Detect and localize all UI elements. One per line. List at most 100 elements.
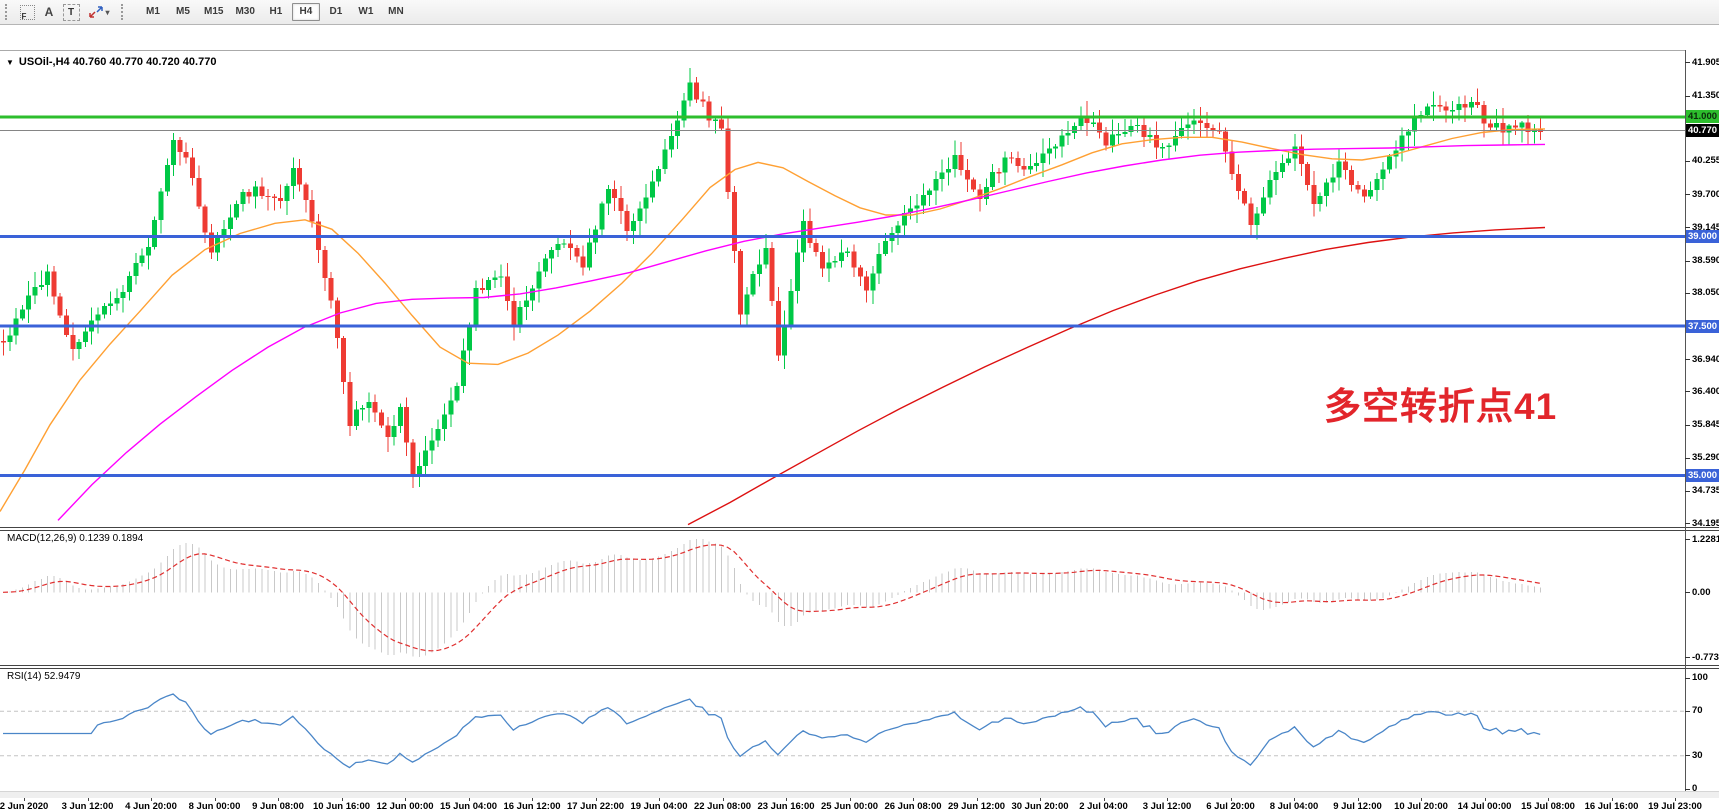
price-tick-label: 36.940 xyxy=(1692,353,1719,365)
time-axis-label: 16 Jun 12:00 xyxy=(503,801,561,812)
time-axis-label: 12 Jun 00:00 xyxy=(376,801,434,812)
fibonacci-tool-button[interactable]: F xyxy=(16,2,38,22)
rsi-axis-label: 30 xyxy=(1692,749,1703,761)
price-tick-label: 38.050 xyxy=(1692,287,1719,299)
price-tick-mark xyxy=(1685,62,1690,64)
rsi-panel-canvas[interactable] xyxy=(0,669,1686,797)
macd-axis-label: 1.2281 xyxy=(1692,534,1719,545)
price-tick-label: 39.145 xyxy=(1692,221,1719,233)
macd-indicator-label: MACD(12,26,9) 0.1239 0.1894 xyxy=(7,533,144,544)
top-toolbar: F A T ▾ M1 M5 M15 M30 H1 H4 D1 W1 MN xyxy=(0,0,1719,25)
timeframe-button-M15[interactable]: M15 xyxy=(204,6,224,17)
price-tick-label: 35.290 xyxy=(1692,452,1719,464)
macd-tick-mark xyxy=(1685,539,1690,540)
time-axis-label: 2 Jun 2020 xyxy=(0,801,49,812)
time-axis-label: 6 Jul 20:00 xyxy=(1206,801,1255,812)
price-axis-border xyxy=(1685,50,1686,797)
timeframe-button-M1[interactable]: M1 xyxy=(146,6,160,17)
toolbar-grip[interactable] xyxy=(5,4,11,20)
panel-divider-macd[interactable] xyxy=(0,527,1719,531)
window-bottom-strip xyxy=(0,791,1719,798)
time-axis-label: 25 Jun 00:00 xyxy=(820,801,879,812)
price-tick-mark xyxy=(1685,227,1690,229)
price-tick-mark xyxy=(1685,260,1690,262)
price-badge-39.000: 39.000 xyxy=(1686,229,1719,243)
panel-divider-rsi[interactable] xyxy=(0,665,1719,669)
price-badge-41.000: 41.000 xyxy=(1686,110,1719,124)
price-tick-label: 41.905 xyxy=(1692,56,1719,68)
plot-top-border xyxy=(0,50,1686,51)
annotation-text: 多空转折点41 xyxy=(1324,386,1558,427)
price-tick-mark xyxy=(1685,391,1690,393)
time-axis-label: 9 Jun 08:00 xyxy=(252,801,304,812)
rsi-tick-mark xyxy=(1685,710,1690,712)
moving-average-line-1 xyxy=(57,143,1546,521)
price-tick-label: 40.255 xyxy=(1692,155,1719,167)
timeframe-button-M5[interactable]: M5 xyxy=(176,6,190,17)
time-axis-label: 16 Jul 16:00 xyxy=(1584,801,1639,812)
time-axis-label: 22 Jun 08:00 xyxy=(693,801,752,812)
macd-tick-mark xyxy=(1685,657,1690,658)
timeframe-button-W1[interactable]: W1 xyxy=(358,6,374,17)
rsi-axis-label: 0 xyxy=(1692,783,1698,794)
price-tick-label: 41.350 xyxy=(1692,90,1719,102)
moving-average-line-0 xyxy=(0,128,1546,512)
price-tick-mark xyxy=(1685,457,1690,459)
time-axis-label: 3 Jul 12:00 xyxy=(1142,801,1192,812)
time-axis-label: 30 Jun 20:00 xyxy=(1011,801,1069,812)
rsi-tick-mark xyxy=(1685,677,1690,679)
price-tick-label: 38.590 xyxy=(1692,255,1719,266)
time-axis-label: 15 Jul 08:00 xyxy=(1521,801,1575,812)
label-tool-button[interactable]: A xyxy=(38,2,60,22)
symbol-ohlc-text: USOil-,H4 40.760 40.770 40.720 40.770 xyxy=(18,56,217,68)
time-axis-label: 14 Jul 00:00 xyxy=(1457,801,1512,812)
time-axis-label: 10 Jul 20:00 xyxy=(1394,801,1448,812)
macd-panel-canvas[interactable] xyxy=(0,531,1686,665)
arrows-icon xyxy=(89,6,104,18)
timeframe-button-H1[interactable]: H1 xyxy=(269,6,283,17)
price-tick-mark xyxy=(1685,292,1690,294)
time-axis-label: 3 Jun 12:00 xyxy=(61,801,114,812)
price-tick-mark xyxy=(1685,95,1690,97)
text-tool-button[interactable]: T xyxy=(60,2,82,22)
rsi-indicator-label: RSI(14) 52.9479 xyxy=(7,671,81,682)
time-axis-label: 26 Jun 08:00 xyxy=(884,801,942,812)
rsi-tick-mark xyxy=(1685,755,1690,757)
toolbar-grip-2[interactable] xyxy=(121,4,127,20)
time-axis-label: 17 Jun 22:00 xyxy=(566,801,625,812)
time-axis-label: 19 Jul 23:00 xyxy=(1648,801,1702,812)
price-badge-40.770: 40.770 xyxy=(1686,124,1719,138)
fibonacci-icon: F xyxy=(19,4,35,21)
time-axis-label: 8 Jul 04:00 xyxy=(1269,801,1319,812)
time-axis-label: 2 Jul 04:00 xyxy=(1079,801,1128,812)
timeframe-button-M30[interactable]: M30 xyxy=(235,6,255,17)
text-icon: T xyxy=(62,3,80,21)
main-chart-canvas[interactable] xyxy=(0,50,1686,527)
rsi-tick-mark xyxy=(1685,788,1690,790)
timeframe-button-H4[interactable]: H4 xyxy=(291,3,320,21)
price-tick-mark xyxy=(1685,424,1690,426)
price-tick-mark xyxy=(1685,359,1690,361)
timeframe-button-D1[interactable]: D1 xyxy=(329,6,343,17)
chevron-down-icon: ▾ xyxy=(105,7,110,17)
price-tick-label: 34.195 xyxy=(1692,517,1719,529)
time-axis-label: 15 Jun 04:00 xyxy=(439,801,498,812)
arrows-tool-button[interactable]: ▾ xyxy=(82,2,116,22)
rsi-axis-label: 100 xyxy=(1692,672,1708,683)
time-axis-label: 8 Jun 00:00 xyxy=(188,801,241,812)
rsi-axis-label: 70 xyxy=(1692,705,1703,717)
time-axis-label: 4 Jun 20:00 xyxy=(125,801,177,812)
macd-axis-label: -0.7738 xyxy=(1692,652,1719,663)
chart-region: ▼ USOil-,H4 40.760 40.770 40.720 40.770 … xyxy=(0,25,1719,812)
price-tick-label: 34.735 xyxy=(1692,485,1719,497)
timeframe-button-MN[interactable]: MN xyxy=(388,6,404,17)
time-axis-label: 9 Jul 12:00 xyxy=(1333,801,1382,812)
price-tick-mark xyxy=(1685,160,1690,162)
price-tick-mark xyxy=(1685,523,1690,525)
moving-average-line-2 xyxy=(687,226,1546,526)
collapse-triangle-icon[interactable]: ▼ xyxy=(6,57,14,67)
price-badge-37.500: 37.500 xyxy=(1686,319,1719,333)
time-axis-label: 19 Jun 04:00 xyxy=(630,801,688,812)
time-axis-label: 29 Jun 12:00 xyxy=(947,801,1006,812)
price-tick-mark xyxy=(1685,194,1690,196)
